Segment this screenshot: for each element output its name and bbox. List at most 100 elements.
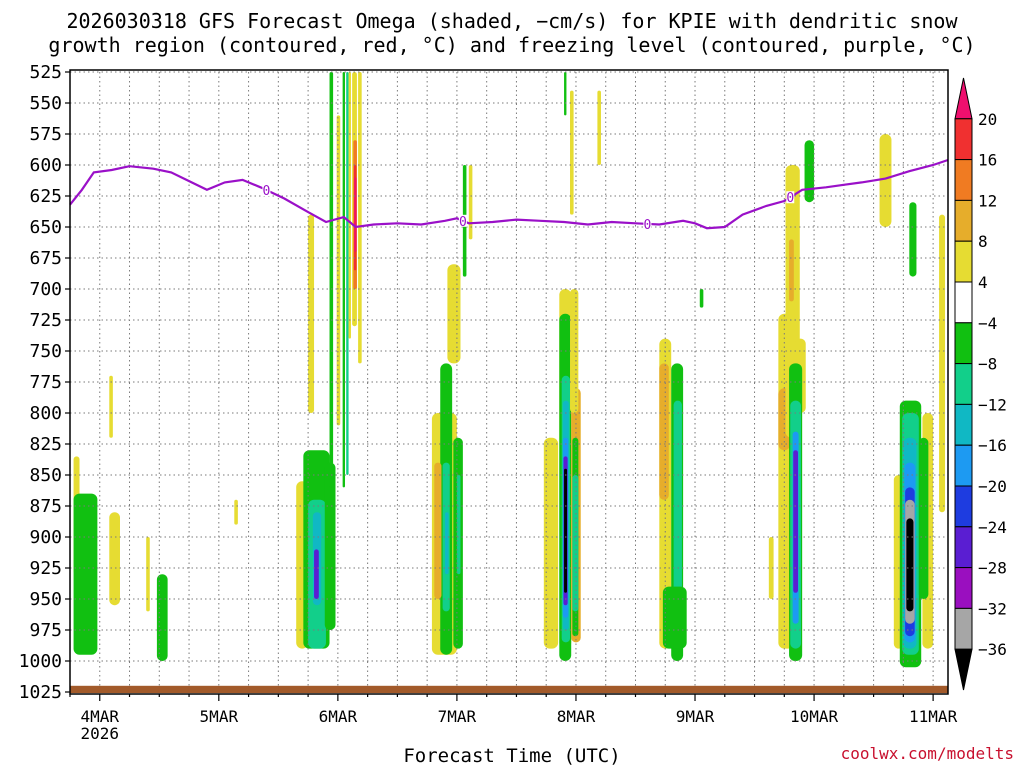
y-tick-label-925: 925 (29, 558, 62, 579)
omega-cell-78 (918, 437, 929, 599)
freezing-label-bg-2 (643, 217, 652, 230)
omega-cell-35 (543, 437, 559, 649)
colorbar-box-6 (954, 322, 973, 365)
ground-strip (70, 685, 948, 693)
omega-cell-28 (445, 512, 449, 575)
grid-layer (69, 71, 948, 693)
y-tick-label-850: 850 (29, 465, 62, 486)
x-tick-label-10MAR: 10MAR (790, 707, 839, 726)
x-tick-label-4MAR: 4MAR (80, 707, 119, 726)
y-tick-label-775: 775 (29, 372, 62, 393)
chart-title-line-1: 2026030318 GFS Forecast Omega (shaded, −… (66, 9, 958, 33)
x-tick-label-7MAR: 7MAR (438, 707, 477, 726)
omega-cell-29 (434, 462, 442, 599)
y-tick-label-575: 575 (29, 124, 62, 145)
x-tick-sublabel-4MAR: 2026 (80, 724, 119, 743)
chart-title-line-2: growth region (contoured, red, °C) and f… (48, 33, 976, 57)
omega-cell-55 (699, 289, 704, 308)
omega-cell-64 (793, 450, 798, 593)
omega-cell-65 (768, 537, 774, 599)
omega-cell-34 (468, 165, 473, 240)
omega-cell-67 (879, 134, 892, 227)
omega-cell-31 (456, 475, 461, 575)
colorbar-box-5 (954, 281, 973, 324)
colorbar-top-arrow (954, 77, 973, 120)
freezing-level-layer: 0 0 0 0 (69, 158, 949, 233)
colorbar-label-8: −16 (978, 436, 1007, 455)
colorbar-box-13 (954, 607, 973, 650)
colorbar-box-10 (954, 485, 973, 528)
y-tick-label-1000: 1000 (19, 651, 62, 672)
omega-cell-59 (789, 239, 794, 302)
colorbar-label-11: −28 (978, 559, 1007, 578)
y-tick-label-650: 650 (29, 217, 62, 238)
omega-cell-76 (906, 518, 914, 612)
y-tick-label-675: 675 (29, 248, 62, 269)
colorbar-label-7: −12 (978, 395, 1007, 414)
omega-cell-47 (564, 72, 567, 116)
omega-cell-4 (156, 574, 168, 661)
omega-cell-1 (73, 493, 98, 655)
omega-cell-13 (308, 214, 315, 413)
y-tick-label-525: 525 (29, 62, 62, 83)
y-tick-label-550: 550 (29, 93, 62, 114)
freezing-level-label-0: 0 (263, 184, 271, 199)
x-tick-label-6MAR: 6MAR (319, 707, 358, 726)
y-tick-label-800: 800 (29, 403, 62, 424)
colorbar-label-10: −24 (978, 518, 1007, 537)
y-tick-label-900: 900 (29, 527, 62, 548)
colorbar-label-13: −36 (978, 640, 1007, 659)
omega-cell-79 (939, 214, 946, 513)
x-tick-label-11MAR: 11MAR (909, 707, 958, 726)
omega-shading-layer (73, 72, 946, 668)
colorbar-label-3: 8 (978, 232, 988, 251)
freezing-label-bg-1 (458, 214, 467, 227)
y-tick-label-750: 750 (29, 341, 62, 362)
y-tick-label-1025: 1025 (19, 682, 62, 703)
omega-cell-12 (324, 462, 336, 630)
freezing-level-label-3: 0 (786, 191, 794, 206)
omega-cell-14 (329, 72, 334, 488)
colorbar-label-0: 20 (978, 110, 997, 129)
colorbar-box-9 (954, 444, 973, 487)
colorbar-bottom-arrow (954, 648, 973, 691)
y-tick-label-975: 975 (29, 620, 62, 641)
x-tick-label-5MAR: 5MAR (200, 707, 239, 726)
colorbar-box-1 (954, 118, 973, 161)
omega-cell-42 (564, 468, 568, 593)
omega-cell-11 (314, 549, 319, 599)
omega-cell-15 (336, 115, 341, 426)
freezing-level-line (69, 158, 949, 230)
colorbar: 20 16 12 8 4 −4 −8 −12 −16 −20 −24 −28 −32 −36 (954, 77, 1007, 691)
omega-cell-54 (662, 586, 687, 649)
y-tick-label-600: 600 (29, 155, 62, 176)
y-tick-label-825: 825 (29, 434, 62, 455)
credit-text: coolwx.com/modelts (840, 744, 1014, 763)
freezing-label-bg-3 (786, 191, 795, 204)
omega-cell-51 (659, 363, 669, 500)
omega-cell-3 (146, 537, 150, 612)
freezing-label-bg-0 (262, 184, 271, 197)
omega-cell-16 (342, 72, 346, 488)
y-tick-label-700: 700 (29, 279, 62, 300)
colorbar-box-8 (954, 403, 973, 446)
colorbar-box-3 (954, 199, 973, 242)
omega-cell-5 (109, 375, 113, 438)
y-axis: 525 550 575 600 625 650 675 700 725 750 775 800 825 8… (19, 62, 70, 703)
colorbar-label-6: −8 (978, 355, 997, 374)
x-tick-label-9MAR: 9MAR (676, 707, 715, 726)
x-axis-title: Forecast Time (UTC) (403, 745, 621, 767)
colorbar-label-12: −32 (978, 599, 1007, 618)
colorbar-box-12 (954, 567, 973, 609)
omega-cell-22 (354, 177, 357, 252)
omega-cell-23 (358, 72, 362, 364)
colorbar-box-4 (954, 240, 973, 283)
freezing-level-label-1: 0 (459, 215, 467, 230)
y-tick-label-725: 725 (29, 310, 62, 331)
colorbar-label-4: 4 (978, 273, 988, 292)
colorbar-label-1: 16 (978, 151, 997, 170)
omega-cell-6 (234, 499, 238, 525)
colorbar-label-9: −20 (978, 477, 1007, 496)
